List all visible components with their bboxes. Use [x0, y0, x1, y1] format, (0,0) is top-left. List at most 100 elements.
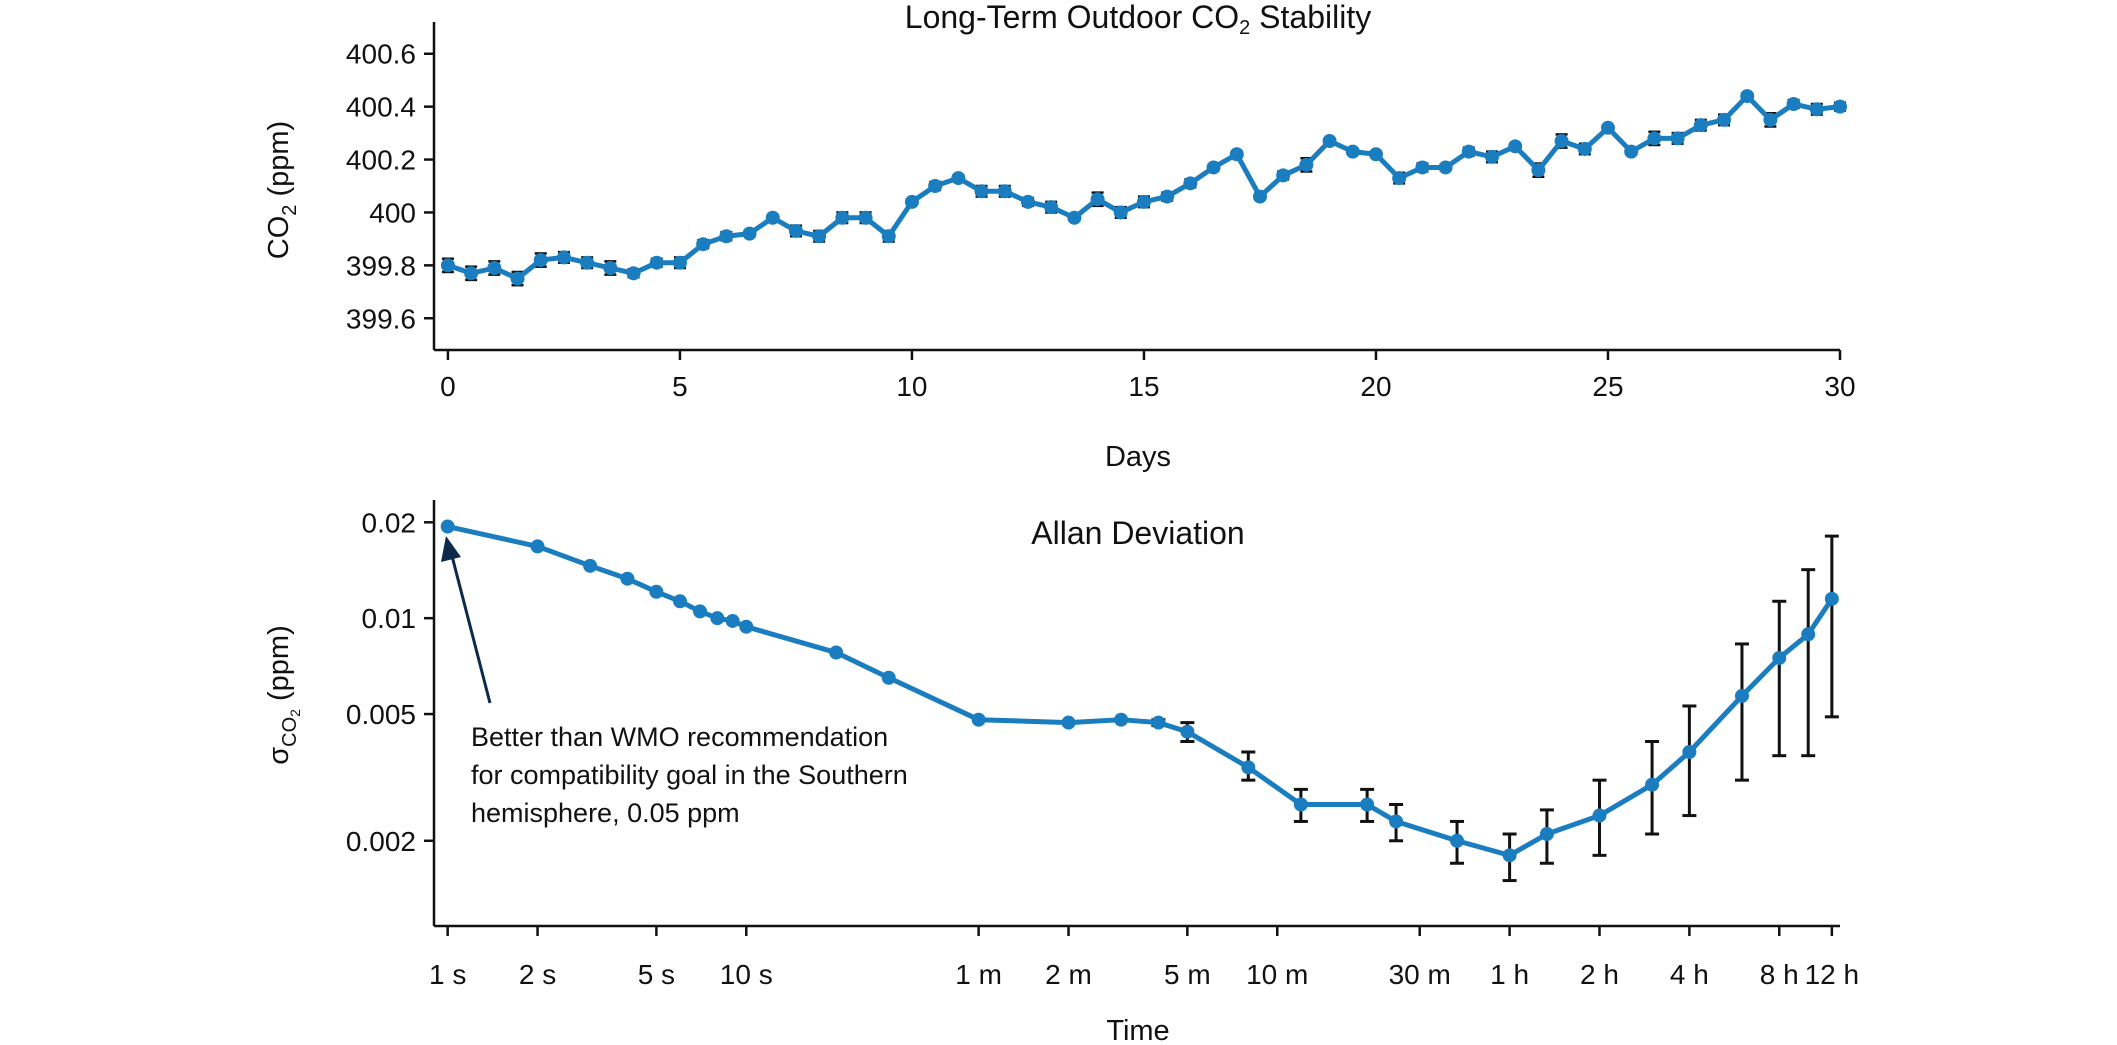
annotation-arrow: [450, 555, 492, 704]
data-point: [672, 255, 687, 270]
data-point: [788, 223, 803, 238]
data-point: [1645, 777, 1660, 792]
data-point: [1020, 194, 1035, 209]
axes: [424, 500, 1840, 936]
annotation: Better than WMO recommendation for compa…: [441, 536, 908, 828]
data-point: [1252, 189, 1267, 204]
data-point: [620, 571, 635, 586]
axes: [424, 22, 1842, 360]
x-tick-label: 1 s: [429, 959, 466, 990]
data-point: [1415, 160, 1430, 175]
x-tick-label: 2 s: [519, 959, 556, 990]
data-point: [1183, 176, 1198, 191]
data-point: [1276, 168, 1291, 183]
data-point: [1833, 99, 1847, 114]
co2-stability-chart: Long-Term Outdoor CO2 Stability Days CO2…: [263, 0, 1856, 473]
data-point: [487, 261, 502, 275]
data-point: [440, 258, 455, 273]
x-tick-label: 0: [440, 371, 456, 402]
data-point: [1577, 141, 1592, 156]
data-point: [693, 604, 708, 619]
data-point: [974, 184, 989, 199]
data-point: [812, 229, 827, 244]
data-point: [1716, 112, 1731, 127]
allan-deviation-chart: Allan Deviation Time σCO2 (ppm) 1 s 2 s 5 …: [263, 500, 1859, 1045]
data-point: [1206, 160, 1221, 175]
y-tick-label: 0.002: [346, 826, 416, 857]
x-tick-label: 12 h: [1805, 959, 1860, 990]
series-line: [447, 93, 1841, 282]
data-point: [1229, 147, 1244, 162]
data-point: [603, 261, 618, 275]
series: [440, 89, 1847, 286]
data-point: [1670, 131, 1685, 146]
data-point: [673, 594, 688, 609]
data-point: [1090, 192, 1105, 207]
data-point: [1392, 171, 1407, 186]
tick-labels: 0 5 10 15 20 25 30 399.6 399.8 400 400.2 400.4 400.6: [346, 39, 1856, 402]
data-point: [1345, 144, 1360, 159]
data-point: [1113, 205, 1128, 220]
data-point: [1299, 157, 1314, 172]
series: [440, 519, 1839, 863]
data-point: [1647, 131, 1662, 146]
x-tick-label: 1 m: [955, 959, 1002, 990]
data-point: [440, 519, 455, 534]
data-point: [1502, 848, 1517, 863]
data-point: [1554, 134, 1569, 149]
data-point: [765, 210, 780, 225]
data-point: [1592, 808, 1607, 823]
data-point: [1600, 120, 1615, 135]
y-axis-title: σCO2 (ppm): [263, 625, 303, 765]
x-tick-label: 30 m: [1389, 959, 1451, 990]
data-point: [580, 255, 595, 270]
data-point: [1693, 118, 1708, 133]
data-point: [1539, 827, 1554, 842]
data-point: [1450, 833, 1465, 848]
data-point: [1682, 745, 1697, 760]
data-point: [881, 670, 896, 685]
x-tick-label: 5 s: [638, 959, 675, 990]
data-point: [1801, 627, 1816, 642]
x-axis-title: Time: [1106, 1015, 1169, 1045]
data-point: [1734, 688, 1749, 703]
data-point: [1044, 200, 1059, 215]
data-point: [719, 229, 734, 244]
tick-labels: 1 s 2 s 5 s 10 s 1 m 2 m 5 m 10 m 30 m 1 h 2 h 4 h 8…: [346, 507, 1859, 990]
x-tick-label: 2 m: [1045, 959, 1092, 990]
data-point: [1160, 189, 1175, 204]
y-tick-label: 0.01: [362, 603, 417, 634]
data-point: [1824, 591, 1839, 606]
data-point: [829, 645, 844, 660]
data-point: [1461, 144, 1476, 159]
annotation-line: Better than WMO recommendation: [471, 722, 888, 752]
x-tick-label: 8 h: [1760, 959, 1799, 990]
data-point: [739, 619, 754, 634]
data-point: [510, 271, 525, 286]
chart-title: Long-Term Outdoor CO2 Stability: [905, 0, 1371, 39]
x-tick-label: 10 m: [1246, 959, 1308, 990]
data-point: [725, 613, 740, 628]
data-point: [1180, 724, 1195, 739]
data-point: [1438, 160, 1453, 175]
y-tick-label: 400.6: [346, 39, 416, 70]
x-tick-label: 10 s: [720, 959, 773, 990]
error-bars: [441, 92, 1846, 287]
annotation-arrowhead: [441, 536, 461, 562]
y-tick-label: 0.02: [362, 507, 417, 538]
data-point: [1136, 194, 1151, 209]
data-point: [1151, 715, 1166, 730]
x-tick-label: 5: [672, 371, 688, 402]
data-point: [1508, 139, 1523, 154]
data-point: [626, 266, 641, 281]
data-point: [835, 210, 850, 225]
data-point: [1322, 134, 1337, 149]
y-tick-label: 399.8: [346, 250, 416, 281]
annotation-line: for compatibility goal in the Southern: [471, 760, 908, 790]
data-point: [533, 253, 548, 268]
data-point: [1061, 715, 1076, 730]
data-point: [904, 194, 919, 209]
x-tick-label: 20: [1360, 371, 1391, 402]
x-tick-label: 2 h: [1580, 959, 1619, 990]
